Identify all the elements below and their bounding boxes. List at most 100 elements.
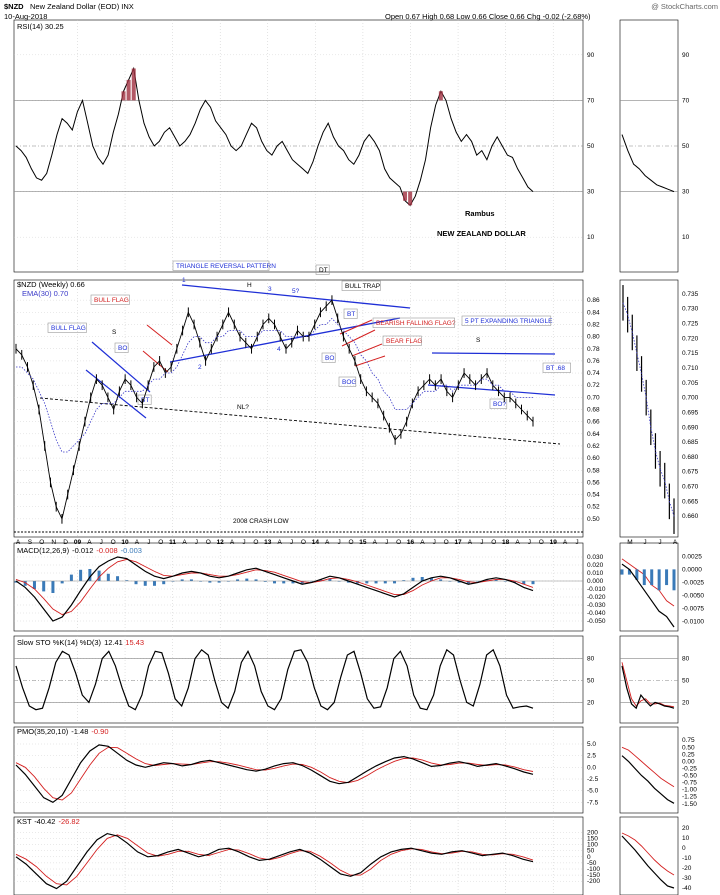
macd-histogram-bar: [208, 581, 212, 583]
price-inset-ytick: 0.715: [682, 350, 699, 357]
macd-ytick: 0.020: [587, 562, 604, 569]
sto-legend-d: 15.43: [125, 638, 144, 647]
price-inset-xtick: A: [673, 539, 678, 546]
macd-histogram-bar: [162, 581, 166, 585]
macd-histogram-bar: [88, 569, 92, 581]
rsi-line: [15, 66, 534, 207]
price-xtick: A: [515, 539, 520, 546]
price-xtick: O: [253, 539, 258, 546]
sto-inset-ytick: 80: [682, 656, 690, 663]
macd-histogram-bar: [226, 581, 230, 582]
sto-legend-k: 12.41: [104, 638, 123, 647]
pmo-ytick: -2.5: [587, 776, 599, 783]
price-xtick: A: [420, 539, 425, 546]
macd-main-frame: [13, 542, 584, 632]
pmo-ytick: 2.5: [587, 753, 596, 760]
price-xtick: 19: [550, 539, 558, 546]
macd-histogram-bar: [180, 579, 184, 581]
macd-histogram-bar: [23, 581, 27, 586]
label-nl-text: NL?: [237, 404, 249, 411]
rsi-extreme-fill: [121, 91, 126, 101]
macd-histogram-bar: [254, 579, 258, 581]
label-h: H: [247, 282, 252, 289]
price-ytick: 0.74: [587, 370, 600, 377]
price-xtick: O: [111, 539, 116, 546]
pmo-inset-ytick: 0.25: [682, 751, 695, 758]
rsi-ytick: 70: [587, 97, 595, 104]
price-xtick: 15: [359, 539, 367, 546]
price-ytick: 0.82: [587, 321, 600, 328]
rsi-inset-line: [621, 134, 675, 193]
label-triangle-text: TRIANGLE REVERSAL PATTERN: [176, 263, 276, 270]
price-inset-ytick: 0.730: [682, 306, 699, 313]
macd-inset-histogram-bar: [657, 569, 661, 591]
price-ytick: 0.66: [587, 419, 600, 426]
label-bt-right: BT .68: [542, 362, 571, 373]
price-xtick: S: [28, 539, 33, 546]
price-xtick: O: [396, 539, 401, 546]
macd-inset-histogram-bar: [620, 569, 624, 575]
ema-line: [16, 317, 533, 453]
rsi-inset-ytick: 50: [682, 143, 690, 150]
kst-legend-name: KST: [17, 817, 32, 826]
price-xtick: 13: [264, 539, 272, 546]
label-bo-left-box: [114, 342, 129, 353]
macd-histogram-bar: [457, 581, 461, 583]
pmo-legend-signal: -0.90: [91, 727, 108, 736]
label-bull-flag-left-text: BULL FLAG: [51, 325, 86, 332]
rsi-extreme-fill: [126, 79, 131, 101]
macd-legend-hist: -0.003: [121, 546, 142, 555]
macd-inset-histogram-bar: [665, 569, 669, 586]
price-xtick: A: [373, 539, 378, 546]
macd-inset-ytick: -0.0075: [682, 606, 704, 613]
price-xtick: A: [135, 539, 140, 546]
price-xtick: J: [528, 539, 531, 546]
price-ytick: 0.62: [587, 443, 600, 450]
macd-histogram-bar: [402, 580, 406, 581]
label-bo-mid: BO: [321, 352, 336, 363]
svg-text:MACD(12,26,9)-0.012-0.008-0.00: MACD(12,26,9) -0.012 -0.008 -0.003: [17, 546, 142, 555]
label-point-3: 3: [268, 286, 272, 293]
label-point-2: 2: [198, 364, 202, 371]
macd-histogram-bar: [448, 581, 452, 582]
macd-line: [15, 556, 534, 622]
macd-histogram-bar: [263, 581, 267, 582]
kst-ytick: 50: [587, 848, 595, 855]
macd-histogram-bar: [328, 578, 332, 581]
price-ytick: 0.50: [587, 516, 600, 523]
rsi-ytick: 90: [587, 52, 595, 59]
expanding-bottom: [427, 384, 556, 396]
kst-ytick: 200: [587, 829, 598, 836]
price-xtick: O: [301, 539, 306, 546]
pmo-inset-ytick: 0.00: [682, 758, 695, 765]
macd-legend-signal: -0.008: [96, 546, 117, 555]
macd-legend: MACD(12,26,9) -0.012 -0.008 -0.003: [17, 546, 142, 555]
sto-ytick: 20: [587, 699, 595, 706]
panel-frames: [13, 19, 679, 895]
label-bearish-falling-flag-box: [372, 317, 455, 328]
macd-histogram-bar: [319, 579, 323, 581]
label-bt-left-text: BT: [141, 397, 149, 404]
price-inset-ytick: 0.660: [682, 513, 699, 520]
label-point-1: 1: [182, 277, 186, 284]
pmo-inset-ytick: -1.50: [682, 801, 697, 808]
sto-main-frame: [13, 635, 584, 724]
label-bog: BOG: [338, 376, 357, 387]
kst-inset-ytick: -10: [682, 855, 692, 862]
macd-histogram-bar: [217, 581, 221, 583]
bear-flag-upper: [339, 319, 373, 335]
label-bog-box: [338, 376, 357, 387]
kst-inset-ytick: 0: [682, 845, 686, 852]
label-bull-trap-box: [341, 280, 381, 291]
macd-inset-histogram-bar: [635, 569, 639, 580]
price-xtick: 09: [74, 539, 82, 546]
price-xtick: A: [563, 539, 568, 546]
price-ytick: 0.56: [587, 479, 600, 486]
macd-histogram-bar: [116, 576, 120, 581]
macd-legend-name: MACD(12,26,9): [17, 546, 70, 555]
macd-histogram-bar: [171, 581, 175, 582]
label-bear-flag-text: BEAR FLAG: [386, 338, 422, 345]
kst-ytick: -200: [587, 878, 600, 885]
sto-legend: Slow STO %K(14) %D(3) 12.41 15.43: [17, 638, 144, 647]
